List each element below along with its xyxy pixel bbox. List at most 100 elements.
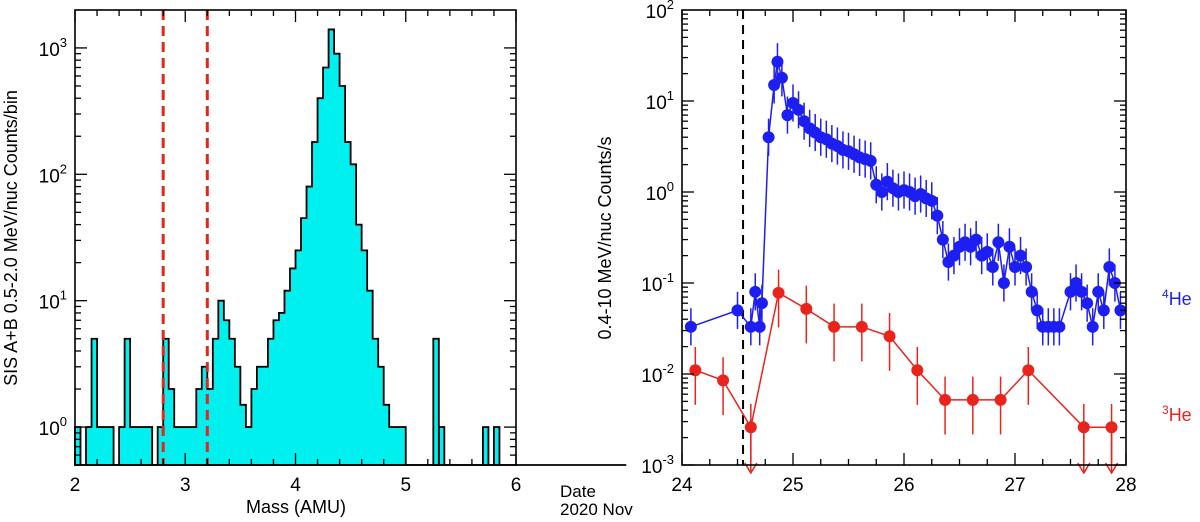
right-axis-ticks [681, 10, 1127, 466]
data-point [753, 320, 766, 333]
data-point [1053, 320, 1066, 333]
upper-limit-arrowhead [1104, 462, 1119, 475]
he4-superscript: 4 [1162, 287, 1169, 301]
x-tick-label: 28 [1115, 475, 1136, 496]
data-point [1097, 304, 1110, 317]
he3-base: He [1169, 405, 1192, 425]
data-point [749, 285, 762, 298]
data-point [947, 249, 960, 262]
x-tick-label: 3 [180, 475, 191, 496]
y-tick-label: 10-2 [641, 361, 674, 387]
x-tick-label: 5 [400, 475, 411, 496]
data-point [970, 233, 983, 246]
data-point [883, 330, 896, 343]
data-point [911, 364, 924, 377]
data-point [966, 393, 979, 406]
data-point [936, 233, 949, 246]
histogram-fill [74, 28, 627, 466]
data-point [828, 320, 841, 333]
data-point [772, 286, 785, 299]
data-point [981, 245, 994, 258]
data-point [864, 154, 877, 167]
time-profile-panel: 24 25 26 27 28 10-3 10-2 10-1 100 101 102 0.4-10 … [560, 0, 1192, 519]
data-point [762, 131, 775, 144]
histogram-bars [74, 28, 627, 466]
x-tick-label: 26 [893, 475, 914, 496]
data-point [731, 304, 744, 317]
he3-superscript: 3 [1162, 403, 1169, 417]
y-tick-label: 102 [646, 0, 674, 23]
y-tick-label: 100 [646, 179, 674, 205]
x-tick-label: 6 [511, 475, 522, 496]
data-point [925, 194, 938, 207]
data-point [931, 209, 944, 222]
data-point [997, 277, 1010, 289]
series-3He [689, 269, 1119, 475]
mass-histogram-panel: 2 3 4 5 6 100 101 102 103 Mass (AMU) SIS A+B 0.… [1, 9, 627, 517]
upper-limit-arrowhead [744, 462, 758, 475]
data-point [768, 78, 781, 91]
data-point [1103, 260, 1116, 273]
data-point [771, 55, 784, 68]
right-y-axis-title: 0.4-10 MeV/nuc Counts/s [595, 136, 615, 339]
left-axis-ticks [74, 10, 517, 465]
y-tick-label: 102 [39, 161, 67, 187]
data-point [1014, 249, 1027, 262]
data-point [792, 103, 805, 116]
y-tick-label: 101 [646, 88, 674, 114]
data-point [939, 393, 952, 406]
series-label-he3: 3He [1162, 403, 1192, 425]
mass-reference-lines [161, 10, 209, 465]
left-y-tick-labels: 100 101 102 103 [39, 35, 67, 440]
data-point [1086, 320, 1099, 333]
x-tick-label: 27 [1004, 475, 1025, 496]
data-point [689, 364, 702, 377]
data-point [1081, 297, 1094, 310]
data-point [717, 374, 730, 387]
data-point [1020, 260, 1033, 273]
data-point [992, 236, 1005, 249]
x-tick-label: 2 [70, 475, 81, 496]
intensity-series [684, 43, 1127, 475]
data-point [875, 186, 888, 198]
upper-limit-arrowhead [1077, 462, 1091, 475]
y-tick-label: 100 [39, 414, 67, 440]
data-point [1009, 260, 1021, 273]
right-x-tick-labels: 24 25 26 27 28 [671, 475, 1136, 496]
histogram-bar [432, 337, 440, 466]
data-point [1070, 277, 1083, 289]
y-tick-label: 10-1 [641, 270, 674, 296]
right-y-tick-labels: 10-3 10-2 10-1 100 101 102 [641, 0, 674, 478]
he4-base: He [1169, 289, 1192, 309]
data-point [755, 297, 768, 310]
x-tick-label: 24 [671, 475, 693, 496]
series-4He [684, 43, 1127, 346]
data-point [1025, 285, 1038, 298]
series-label-he4: 4He [1162, 287, 1192, 309]
left-x-axis-title: Mass (AMU) [246, 497, 346, 517]
data-point [855, 320, 868, 333]
data-point [1075, 285, 1088, 298]
y-tick-label: 103 [39, 35, 67, 61]
data-point [775, 71, 788, 84]
y-tick-label: 101 [39, 288, 67, 314]
date-label: Date [560, 482, 596, 501]
left-y-axis-title: SIS A+B 0.5-2.0 MeV/nuc Counts/bin [1, 90, 21, 386]
data-point [1031, 304, 1044, 317]
right-plot-frame [681, 9, 1127, 466]
data-point [800, 302, 813, 315]
data-point [781, 109, 794, 122]
date-year-month: 2020 Nov [560, 500, 633, 519]
data-point [1064, 285, 1077, 298]
data-point [684, 320, 697, 333]
data-point [994, 393, 1007, 406]
left-x-tick-labels: 2 3 4 5 6 [70, 475, 522, 496]
data-point [1092, 285, 1105, 298]
data-point [1003, 240, 1016, 253]
x-tick-label: 4 [290, 475, 301, 496]
x-tick-label: 25 [782, 475, 803, 496]
data-point [1022, 364, 1035, 377]
histogram-bar [482, 426, 490, 466]
data-point [744, 320, 757, 333]
